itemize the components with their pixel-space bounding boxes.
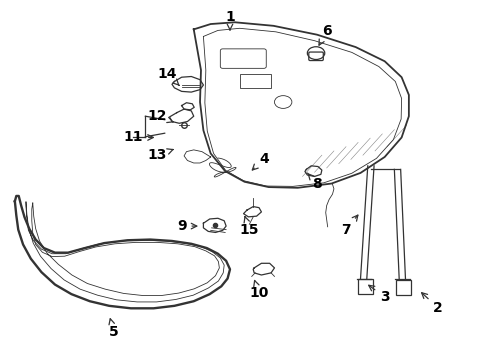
Text: 4: 4 <box>252 152 268 170</box>
Bar <box>239 74 270 88</box>
Text: 5: 5 <box>109 319 119 339</box>
Text: 3: 3 <box>368 285 389 304</box>
Text: 2: 2 <box>421 293 442 315</box>
Text: 9: 9 <box>177 219 196 233</box>
Text: 15: 15 <box>239 217 259 237</box>
Text: 7: 7 <box>341 215 357 237</box>
Text: 1: 1 <box>224 10 234 30</box>
Text: 12: 12 <box>147 109 173 123</box>
Text: 13: 13 <box>147 148 173 162</box>
Text: 10: 10 <box>249 280 268 301</box>
Bar <box>357 279 372 294</box>
Text: 8: 8 <box>307 173 321 190</box>
Text: 6: 6 <box>318 24 331 45</box>
Text: 14: 14 <box>157 67 179 85</box>
Bar <box>395 280 410 295</box>
Text: 11: 11 <box>123 130 153 144</box>
